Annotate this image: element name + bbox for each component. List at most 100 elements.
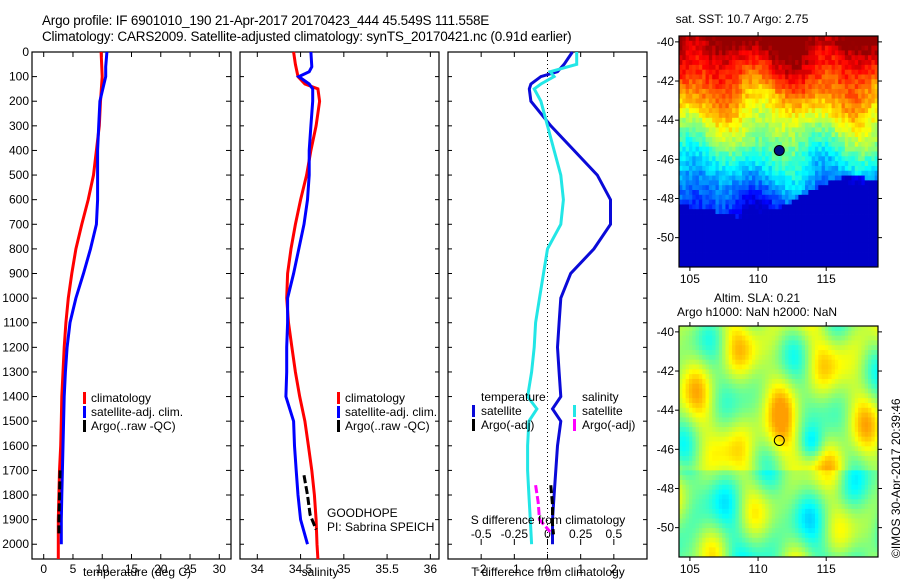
heatmap-cell <box>834 190 839 196</box>
heatmap-cell <box>818 175 823 181</box>
heatmap-cell <box>758 436 763 442</box>
heatmap-cell <box>795 441 799 447</box>
heatmap-cell <box>844 156 849 162</box>
heatmap-cell <box>761 431 766 438</box>
heatmap-cell <box>725 233 730 239</box>
heatmap-cell <box>708 378 713 385</box>
heatmap-cell <box>868 393 872 399</box>
heatmap-cell <box>874 364 879 370</box>
heatmap-cell <box>761 364 766 370</box>
heatmap-cell <box>695 175 700 181</box>
heatmap-cell <box>771 113 776 119</box>
heatmap-cell <box>745 141 750 148</box>
heatmap-cell <box>708 74 713 80</box>
heatmap-cell <box>758 335 763 341</box>
heatmap-cell <box>805 460 809 466</box>
heatmap-cell <box>785 117 789 124</box>
heatmap-cell <box>722 204 726 210</box>
heatmap-cell <box>722 36 726 42</box>
heatmap-cell <box>808 374 813 380</box>
heatmap-cell <box>791 451 796 457</box>
heatmap-cell <box>738 122 743 128</box>
heatmap-cell <box>781 45 786 51</box>
heatmap-cell <box>798 359 803 365</box>
heatmap-cell <box>725 262 730 268</box>
heatmap-cell <box>698 407 703 414</box>
heatmap-cell <box>868 422 872 428</box>
heatmap-cell <box>824 141 829 148</box>
heatmap-cell <box>702 383 706 389</box>
heatmap-cell <box>801 50 806 56</box>
heatmap-cell <box>821 412 826 418</box>
heatmap-cell <box>725 393 730 399</box>
heatmap-cell <box>781 247 786 253</box>
heatmap-cell <box>712 180 716 186</box>
heatmap-cell <box>725 137 730 143</box>
heatmap-cell <box>838 350 842 356</box>
heatmap-cell <box>861 441 866 447</box>
heatmap-cell <box>768 190 773 196</box>
heatmap-cell <box>858 403 862 409</box>
heatmap-cell <box>778 141 783 148</box>
heatmap-cell <box>778 383 783 389</box>
heatmap-cell <box>861 117 866 124</box>
heatmap-cell <box>778 427 783 433</box>
argo-float-marker[interactable] <box>773 145 785 157</box>
heatmap-cell <box>834 383 839 389</box>
heatmap-cell <box>761 378 766 385</box>
heatmap-cell <box>838 190 842 196</box>
heatmap-cell <box>841 218 846 225</box>
heatmap-cell <box>758 103 763 109</box>
heatmap-cell <box>778 451 783 457</box>
heatmap-cell <box>801 345 806 351</box>
heatmap-cell <box>854 335 859 341</box>
heatmap-cell <box>874 122 879 128</box>
heatmap-cell <box>702 223 706 229</box>
heatmap-cell <box>805 330 809 337</box>
heatmap-cell <box>685 465 690 471</box>
heatmap-cell <box>811 233 816 239</box>
heatmap-cell <box>765 330 769 337</box>
heatmap-cell <box>758 40 763 47</box>
heatmap-cell <box>848 60 852 66</box>
heatmap-cell <box>692 422 696 428</box>
heatmap-cell <box>858 113 862 119</box>
heatmap-cell <box>814 190 819 196</box>
heatmap-cell <box>851 228 856 234</box>
heatmap-cell <box>732 451 736 457</box>
heatmap-cell <box>745 436 750 442</box>
heatmap-cell <box>874 141 879 148</box>
heatmap-cell <box>708 262 713 268</box>
heatmap-cell <box>761 335 766 341</box>
salinity-x-ticks: 34 34.5 35 35.5 36 <box>240 51 439 576</box>
heatmap-cell <box>702 451 706 457</box>
heatmap-cell <box>712 161 716 167</box>
heatmap-cell <box>738 431 743 438</box>
heatmap-cell <box>761 383 766 389</box>
heatmap-cell <box>838 218 842 225</box>
heatmap-cell <box>688 417 693 423</box>
heatmap-cell <box>768 36 773 42</box>
heatmap-cell <box>722 175 726 181</box>
heatmap-cell <box>808 388 813 394</box>
heatmap-cell <box>735 228 740 234</box>
legend-swatch-argo <box>83 420 86 432</box>
heatmap-cell <box>695 185 700 191</box>
heatmap-cell <box>798 122 803 128</box>
heatmap-cell <box>702 431 706 438</box>
heatmap-cell <box>805 412 809 418</box>
heatmap-cell <box>765 60 769 66</box>
heatmap-cell <box>705 465 710 471</box>
heatmap-cell <box>728 223 733 229</box>
heatmap-cell <box>854 247 859 253</box>
heatmap-cell <box>698 93 703 99</box>
heatmap-cell <box>702 127 706 133</box>
heatmap-cell <box>761 204 766 210</box>
heatmap-cell <box>778 330 783 337</box>
heatmap-cell <box>854 436 859 442</box>
heatmap-cell <box>692 388 696 394</box>
heatmap-cell <box>755 60 759 66</box>
heatmap-cell <box>738 170 743 176</box>
heatmap-cell <box>722 170 726 176</box>
heatmap-cell <box>851 383 856 389</box>
